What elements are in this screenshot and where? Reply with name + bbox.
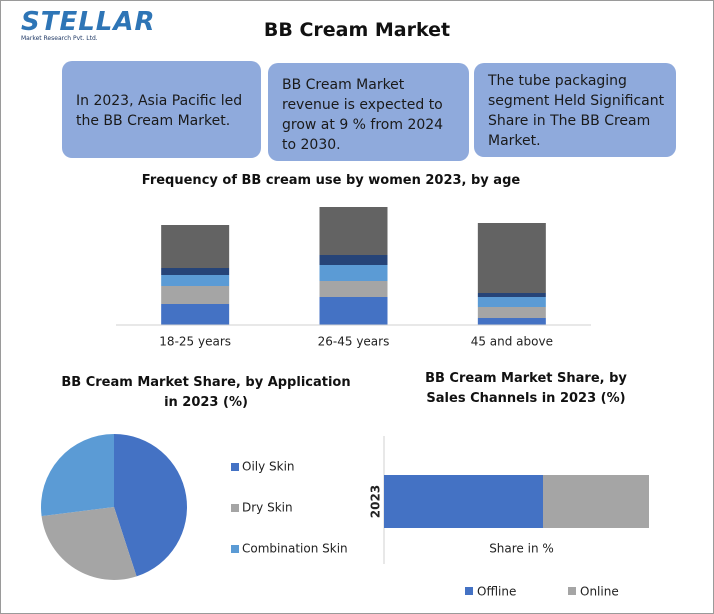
bar-segment — [161, 225, 230, 268]
legend-swatch — [465, 587, 473, 595]
bar-segment — [319, 297, 388, 325]
chart-title: Frequency of BB cream use by women 2023,… — [141, 173, 521, 188]
legend-label: Online — [580, 585, 619, 599]
bar-segment — [319, 207, 388, 255]
bar-segment — [477, 297, 546, 307]
bar-segment — [319, 281, 388, 297]
bar-segment — [543, 475, 649, 528]
bar-segment — [477, 318, 546, 325]
bar-segment — [161, 268, 230, 275]
bar-segment — [477, 223, 546, 293]
x-tick-label: 18-25 years — [159, 335, 231, 349]
chart-title: BB Cream Market Share, by Application in… — [61, 375, 351, 410]
x-tick-label: 45 and above — [471, 335, 553, 349]
bar-segment — [477, 307, 546, 318]
pie-slice — [41, 507, 137, 580]
legend-swatch — [231, 545, 239, 553]
legend-swatch — [231, 463, 239, 471]
logo-subtitle: Market Research Pvt. Ltd. — [21, 35, 98, 42]
x-tick-label: 26-45 years — [318, 335, 390, 349]
bar-segment — [384, 475, 543, 528]
legend-label: Combination Skin — [242, 542, 348, 556]
pie-slice — [40, 434, 114, 517]
callout: The tube packaging segment Held Signific… — [474, 63, 676, 157]
legend-swatch — [231, 504, 239, 512]
bar-segment — [477, 293, 546, 297]
x-axis-label: Share in % — [489, 542, 554, 556]
bar-segment — [161, 304, 230, 325]
legend-swatch — [568, 587, 576, 595]
pie-slice — [114, 434, 187, 577]
y-tick-label: 2023 — [369, 485, 383, 518]
chart-title: BB Cream Market Share, by Sales Channels… — [425, 371, 627, 406]
legend-label: Oily Skin — [242, 460, 295, 474]
callout: BB Cream Market revenue is expected to g… — [268, 63, 469, 161]
legend-label: Dry Skin — [242, 501, 293, 515]
bar-segment — [319, 255, 388, 265]
page-title: BB Cream Market — [263, 19, 451, 41]
legend-label: Offline — [477, 585, 516, 599]
bar-segment — [319, 265, 388, 281]
bar-segment — [161, 286, 230, 304]
bar-segment — [161, 275, 230, 286]
callout: In 2023, Asia Pacific led the BB Cream M… — [62, 61, 261, 158]
